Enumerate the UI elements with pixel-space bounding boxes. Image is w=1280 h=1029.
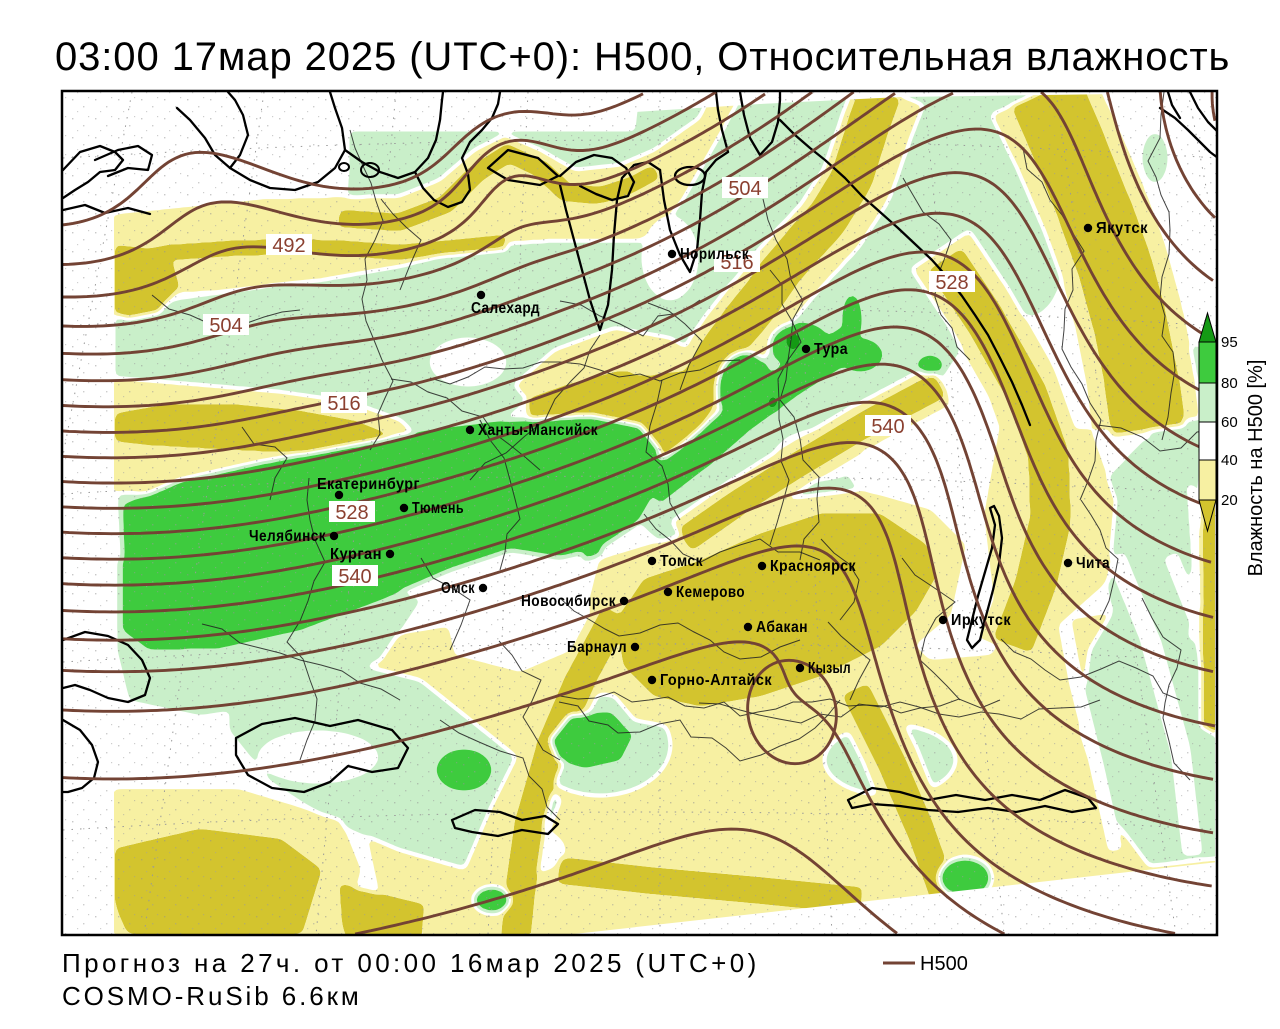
svg-text:Челябинск: Челябинск [249, 528, 326, 545]
svg-text:540: 540 [871, 416, 904, 438]
svg-text:Абакан: Абакан [756, 619, 808, 636]
svg-text:528: 528 [335, 502, 368, 524]
svg-text:Екатеринбург: Екатеринбург [317, 476, 420, 493]
svg-text:Тура: Тура [814, 341, 848, 358]
svg-text:Горно-Алтайск: Горно-Алтайск [660, 672, 772, 689]
svg-text:516: 516 [327, 393, 360, 415]
svg-text:504: 504 [209, 315, 242, 337]
svg-text:60: 60 [1221, 414, 1238, 431]
svg-text:Красноярск: Красноярск [770, 558, 856, 575]
svg-text:Новосибирск: Новосибирск [521, 593, 616, 610]
svg-text:504: 504 [728, 178, 761, 200]
svg-text:COSMO-RuSib 6.6км: COSMO-RuSib 6.6км [62, 981, 362, 1011]
svg-text:20: 20 [1221, 492, 1238, 509]
svg-text:Омск: Омск [441, 580, 475, 597]
svg-text:Иркутск: Иркутск [951, 612, 1011, 629]
svg-text:516: 516 [720, 252, 753, 274]
svg-text:Норильск: Норильск [680, 246, 749, 263]
svg-text:Кемерово: Кемерово [676, 584, 745, 601]
svg-text:Влажность на H500 [%]: Влажность на H500 [%] [1245, 360, 1267, 577]
svg-text:Прогноз на 27ч. от 00:00 16мар: Прогноз на 27ч. от 00:00 16мар 2025 (UTC… [62, 948, 760, 978]
svg-text:528: 528 [935, 272, 968, 294]
svg-text:540: 540 [338, 566, 371, 588]
svg-text:03:00 17мар 2025 (UTC+0): H500: 03:00 17мар 2025 (UTC+0): H500, Относите… [55, 35, 1230, 79]
svg-text:80: 80 [1221, 375, 1238, 392]
svg-text:Кызыл: Кызыл [808, 660, 851, 677]
svg-text:95: 95 [1221, 334, 1238, 351]
svg-text:Тюмень: Тюмень [412, 500, 464, 517]
svg-text:40: 40 [1221, 452, 1238, 469]
svg-text:Томск: Томск [660, 553, 703, 570]
svg-text:Якутск: Якутск [1096, 220, 1148, 237]
svg-text:Курган: Курган [330, 546, 382, 563]
svg-text:Ханты-Мансийск: Ханты-Мансийск [478, 422, 598, 439]
svg-text:Барнаул: Барнаул [567, 639, 627, 656]
svg-text:H500: H500 [920, 953, 968, 975]
svg-text:Чита: Чита [1076, 555, 1110, 572]
svg-text:492: 492 [272, 235, 305, 257]
svg-text:Салехард: Салехард [471, 300, 540, 317]
